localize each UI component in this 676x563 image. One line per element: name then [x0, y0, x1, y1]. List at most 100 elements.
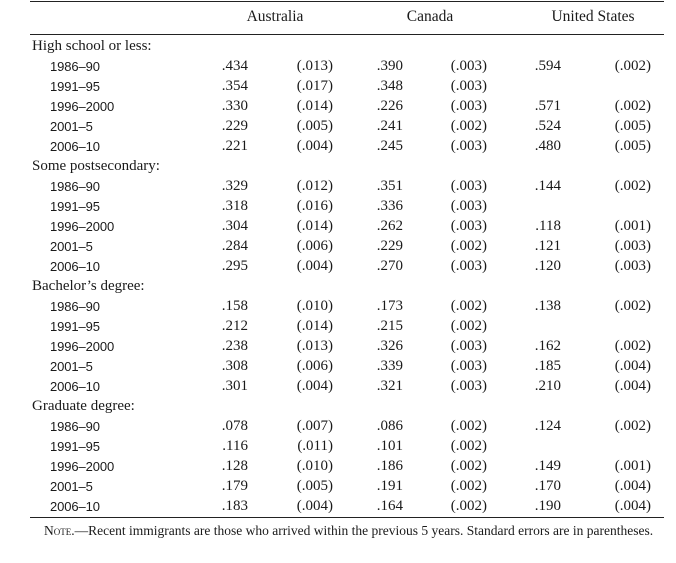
standard-error: (.004) — [296, 378, 333, 394]
period-label: 1991–95 — [50, 199, 100, 214]
share-value: .086 — [376, 418, 403, 434]
standard-error: (.002) — [450, 418, 487, 434]
share-value: .215 — [376, 318, 403, 334]
share-value: .326 — [376, 338, 403, 354]
standard-error: (.002) — [614, 418, 651, 434]
note-label: Note. — [44, 523, 75, 538]
standard-error: (.002) — [450, 118, 487, 134]
share-value: .158 — [221, 298, 248, 314]
period-label: 2006–10 — [50, 379, 100, 394]
standard-error: (.002) — [614, 338, 651, 354]
table-bottom-rule — [30, 517, 664, 518]
standard-error: (.002) — [614, 298, 651, 314]
standard-error: (.006) — [296, 358, 333, 374]
standard-error: (.002) — [614, 178, 651, 194]
share-value: .162 — [534, 338, 561, 354]
share-value: .270 — [376, 258, 403, 274]
standard-error: (.003) — [450, 378, 487, 394]
share-value: .149 — [534, 458, 561, 474]
period-label: 1991–95 — [50, 79, 100, 94]
share-value: .124 — [534, 418, 561, 434]
standard-error: (.003) — [450, 258, 487, 274]
period-label: 2006–10 — [50, 259, 100, 274]
share-value: .238 — [221, 338, 248, 354]
period-label: 1986–90 — [50, 419, 100, 434]
share-value: .179 — [221, 478, 248, 494]
standard-error: (.005) — [296, 118, 333, 134]
standard-error: (.017) — [296, 78, 333, 94]
share-value: .336 — [376, 198, 403, 214]
standard-error: (.007) — [296, 418, 333, 434]
header-rule — [30, 34, 664, 35]
share-value: .121 — [534, 238, 561, 254]
standard-error: (.003) — [450, 218, 487, 234]
share-value: .524 — [534, 118, 561, 134]
group-label: Bachelor’s degree: — [32, 278, 145, 294]
standard-error: (.005) — [614, 138, 651, 154]
share-value: .480 — [534, 138, 561, 154]
share-value: .321 — [376, 378, 403, 394]
standard-error: (.002) — [614, 98, 651, 114]
standard-error: (.003) — [450, 138, 487, 154]
column-header-united-states: United States — [551, 8, 635, 25]
share-value: .186 — [376, 458, 403, 474]
standard-error: (.002) — [450, 318, 487, 334]
share-value: .284 — [221, 238, 248, 254]
share-value: .212 — [221, 318, 248, 334]
group-label: Some postsecondary: — [32, 158, 160, 174]
standard-error: (.012) — [296, 178, 333, 194]
share-value: .173 — [376, 298, 403, 314]
share-value: .348 — [376, 78, 403, 94]
standard-error: (.014) — [296, 318, 333, 334]
note-text: —Recent immigrants are those who arrived… — [74, 523, 654, 538]
standard-error: (.004) — [296, 498, 333, 514]
standard-error: (.002) — [450, 438, 487, 454]
standard-error: (.003) — [450, 358, 487, 374]
share-value: .190 — [534, 498, 561, 514]
share-value: .330 — [221, 98, 248, 114]
share-value: .116 — [222, 438, 248, 454]
standard-error: (.003) — [614, 238, 651, 254]
standard-error: (.003) — [450, 338, 487, 354]
share-value: .318 — [221, 198, 248, 214]
period-label: 2001–5 — [50, 479, 93, 494]
share-value: .120 — [534, 258, 561, 274]
period-label: 1986–90 — [50, 299, 100, 314]
period-label: 2006–10 — [50, 139, 100, 154]
share-value: .295 — [221, 258, 248, 274]
standard-error: (.004) — [614, 478, 651, 494]
standard-error: (.011) — [297, 438, 333, 454]
share-value: .594 — [534, 58, 561, 74]
share-value: .329 — [221, 178, 248, 194]
period-label: 1991–95 — [50, 319, 100, 334]
share-value: .226 — [376, 98, 403, 114]
standard-error: (.002) — [450, 498, 487, 514]
share-value: .339 — [376, 358, 403, 374]
standard-error: (.004) — [614, 498, 651, 514]
group-label: High school or less: — [32, 38, 152, 54]
standard-error: (.001) — [614, 218, 651, 234]
standard-error: (.005) — [296, 478, 333, 494]
share-value: .170 — [534, 478, 561, 494]
standard-error: (.002) — [450, 458, 487, 474]
standard-error: (.004) — [614, 358, 651, 374]
share-value: .185 — [534, 358, 561, 374]
standard-error: (.002) — [614, 58, 651, 74]
standard-error: (.002) — [450, 478, 487, 494]
standard-error: (.003) — [450, 178, 487, 194]
period-label: 1996–2000 — [50, 459, 115, 474]
share-value: .101 — [376, 438, 403, 454]
share-value: .571 — [534, 98, 561, 114]
standard-error: (.002) — [450, 238, 487, 254]
share-value: .308 — [221, 358, 248, 374]
column-header-australia: Australia — [246, 8, 304, 25]
period-label: 1996–2000 — [50, 99, 115, 114]
share-value: .210 — [534, 378, 561, 394]
share-value: .118 — [535, 218, 561, 234]
standard-error: (.002) — [450, 298, 487, 314]
standard-error: (.013) — [296, 58, 333, 74]
period-label: 1991–95 — [50, 439, 100, 454]
period-label: 1986–90 — [50, 179, 100, 194]
share-value: .390 — [376, 58, 403, 74]
standard-error: (.004) — [296, 258, 333, 274]
